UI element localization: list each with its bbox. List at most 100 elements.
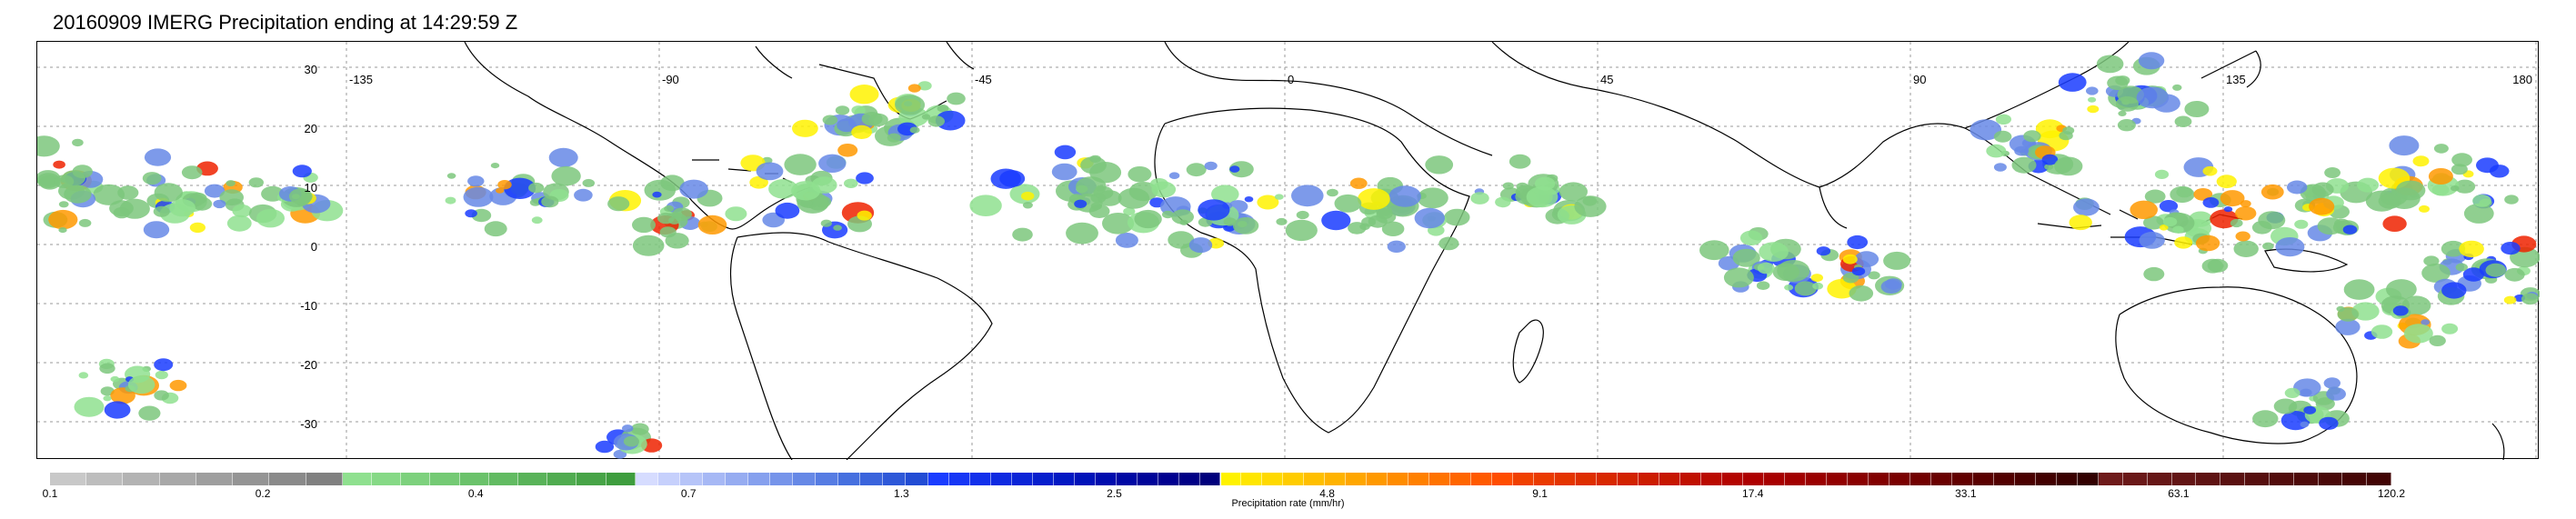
precipitation-cell [2044, 164, 2054, 171]
colorbar-tick-label: 4.8 [1319, 487, 1335, 500]
precipitation-cell [2118, 110, 2127, 116]
colorbar-swatch [1555, 473, 1577, 485]
precipitation-cell [632, 216, 656, 234]
precipitation-cell [2117, 119, 2136, 132]
precipitation-cell [143, 221, 170, 239]
colorbar-tick-label: 120.2 [2377, 487, 2406, 500]
precipitation-cell [1444, 208, 1470, 226]
precipitation-cell [2392, 305, 2409, 316]
colorbar-swatch [1618, 473, 1639, 485]
precipitation-cell [37, 135, 60, 157]
precipitation-cell [792, 119, 818, 137]
colorbar-tick-labels: 0.1 0.2 0.4 0.7 1.3 2.5 4.8 9.1 17.4 33.1 63.1 120.… [43, 487, 2405, 505]
precipitation-cell [1526, 186, 1559, 208]
precipitation-cell [2441, 323, 2459, 334]
precipitation-cell [1757, 262, 1775, 274]
precipitation-cell [1810, 274, 1824, 283]
colorbar-swatch [2122, 473, 2148, 485]
colorbar-tick-label: 1.3 [894, 487, 909, 500]
precipitation-cell [1438, 236, 1459, 251]
precipitation-cell [1321, 210, 1351, 231]
precipitation-cell [2216, 175, 2237, 189]
lat-label: 30 [305, 63, 317, 76]
precipitation-cell [1559, 182, 1589, 202]
precipitation-cell [2011, 156, 2037, 174]
lon-label: 180 [2512, 73, 2532, 86]
colorbar-swatch [2078, 473, 2100, 485]
precipitation-cell [64, 185, 92, 204]
precipitation-cell [2088, 96, 2097, 103]
precipitation-cell [467, 175, 485, 187]
precipitation-cell [1232, 217, 1259, 235]
precipitation-cell [2058, 73, 2087, 92]
precipitation-cell [2454, 179, 2476, 194]
precipitation-cell [2174, 236, 2193, 249]
colorbar-swatch [2099, 473, 2123, 485]
precipitation-cell [2202, 165, 2218, 176]
precipitation-cell [2273, 398, 2298, 414]
precipitation-cell [1186, 163, 1207, 177]
precipitation-cell [2503, 295, 2517, 304]
precipitation-cell [1880, 279, 1902, 294]
precipitation-cell [248, 177, 264, 188]
precipitation-cell [1387, 240, 1406, 253]
colorbar-swatch [1304, 473, 1326, 485]
precipitation-cell [2143, 215, 2164, 230]
colorbar-swatch [2057, 473, 2079, 485]
colorbar-tick-label: 0.2 [255, 487, 271, 500]
precipitation-cell [292, 165, 312, 178]
precipitation-cell [775, 202, 800, 219]
colorbar-swatch [1346, 473, 1368, 485]
precipitation-cell [2324, 167, 2341, 178]
colorbar-swatch [1011, 473, 1033, 485]
precipitation-cell [58, 227, 67, 234]
precipitation-cell [768, 179, 798, 199]
precipitation-cell [2319, 416, 2339, 430]
south-america-coast [729, 232, 993, 460]
precipitation-cell [104, 401, 131, 419]
precipitation-cell [807, 196, 829, 211]
precipitation-cell [2294, 219, 2309, 229]
precipitation-cell [2323, 377, 2340, 389]
precipitation-cell [1162, 210, 1174, 219]
precipitation-cell [2014, 145, 2030, 156]
precipitation-cell [607, 196, 630, 212]
precipitation-cell [2357, 177, 2380, 193]
precipitation-cell [2252, 410, 2279, 428]
precipitation-cell [668, 216, 681, 225]
precipitation-cell [2041, 154, 2059, 165]
colorbar-swatch [1450, 473, 1472, 485]
precipitation-cell [155, 370, 168, 380]
precipitation-cell [2429, 334, 2446, 346]
precipitation-cell [1051, 163, 1078, 181]
lon-label: -45 [975, 73, 992, 86]
precipitation-cell [2419, 205, 2430, 213]
precipitation-cell [154, 183, 183, 203]
precipitation-cell [2403, 324, 2433, 344]
colorbar-swatch [1680, 473, 1702, 485]
precipitation-cell [2504, 267, 2525, 282]
colorbar-swatch [927, 473, 949, 485]
colorbar-swatch [1869, 473, 1890, 485]
precipitation-cell [820, 219, 832, 227]
precipitation-cell [531, 216, 543, 225]
precipitation-cell [103, 395, 112, 402]
precipitation-cell [856, 172, 874, 185]
precipitation-cell [2463, 203, 2494, 224]
precipitation-cell [2386, 279, 2417, 300]
precipitation-cell [484, 221, 507, 237]
precipitation-cell [142, 172, 162, 185]
colorbar-swatch [990, 473, 1012, 485]
precipitation-cell [1495, 196, 1511, 208]
precipitation-cell [1211, 185, 1239, 204]
precipitation-cell [2136, 86, 2170, 109]
precipitation-cell [2223, 206, 2233, 213]
precipitation-cell [1012, 227, 1033, 242]
colorbar-tick-label: 2.5 [1107, 487, 1122, 500]
precipitation-cell [53, 160, 65, 169]
precipitation-cell [2371, 324, 2393, 339]
colorbar-swatch [1931, 473, 1953, 485]
precipitation-cell [1417, 187, 1448, 209]
colorbar-swatch [837, 473, 861, 485]
precipitation-cell [1327, 188, 1338, 197]
